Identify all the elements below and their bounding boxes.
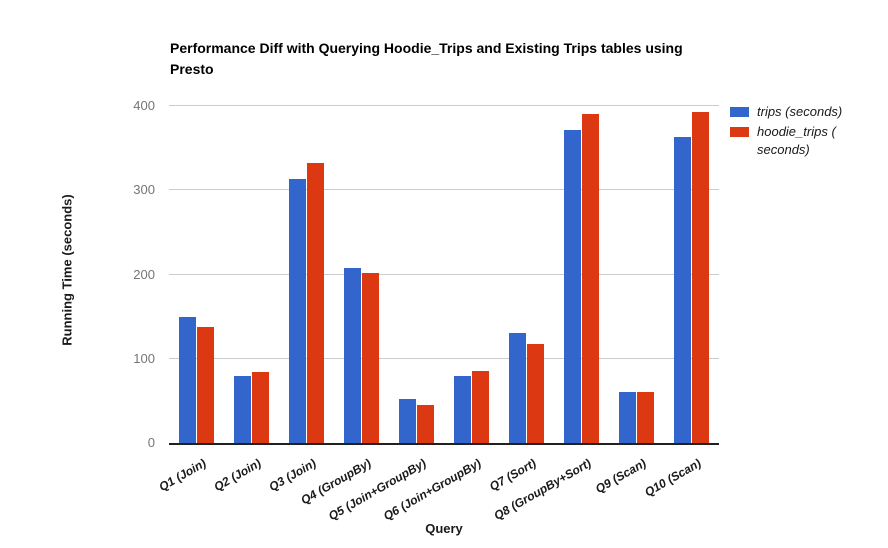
x-axis-line bbox=[169, 443, 719, 445]
bar-trips-q10 bbox=[674, 137, 691, 443]
gridline bbox=[169, 357, 719, 359]
gridline bbox=[169, 273, 719, 275]
gridline bbox=[169, 189, 719, 191]
bar-hoodie-trips-q9 bbox=[637, 392, 654, 443]
legend-swatch-icon bbox=[730, 107, 749, 117]
y-tick-label: 100 bbox=[133, 350, 155, 366]
y-tick-label: 300 bbox=[133, 182, 155, 198]
legend-item: trips (seconds) bbox=[730, 103, 864, 121]
legend: trips (seconds) hoodie_trips ( seconds) bbox=[730, 103, 864, 161]
bar-trips-q8 bbox=[564, 130, 581, 443]
bar-trips-q4 bbox=[344, 268, 361, 443]
legend-swatch-icon bbox=[730, 127, 749, 137]
bar-hoodie-trips-q5 bbox=[417, 405, 434, 443]
bar-hoodie-trips-q6 bbox=[472, 371, 489, 443]
x-category-label: Q5 (Join+GroupBy) bbox=[325, 455, 428, 524]
x-category-label: Q1 (Join) bbox=[155, 455, 208, 495]
gridline bbox=[169, 105, 719, 106]
bar-trips-q2 bbox=[234, 376, 251, 443]
bar-hoodie-trips-q7 bbox=[527, 344, 544, 443]
x-category-label: Q8 (GroupBy+Sort) bbox=[491, 455, 593, 523]
bar-trips-q7 bbox=[509, 333, 526, 443]
bar-hoodie-trips-q3 bbox=[307, 163, 324, 443]
bar-trips-q1 bbox=[179, 317, 196, 443]
y-tick-label: 0 bbox=[147, 435, 155, 450]
bar-hoodie-trips-q1 bbox=[197, 327, 214, 443]
bar-trips-q9 bbox=[619, 392, 636, 443]
plot-area bbox=[169, 105, 719, 445]
bar-trips-q5 bbox=[399, 399, 416, 443]
bar-hoodie-trips-q2 bbox=[252, 372, 269, 443]
y-tick-label: 200 bbox=[133, 266, 155, 282]
bar-hoodie-trips-q10 bbox=[692, 112, 709, 443]
bar-hoodie-trips-q4 bbox=[362, 273, 379, 443]
legend-label: hoodie_trips ( seconds) bbox=[757, 124, 836, 157]
x-category-label: Q9 (Scan) bbox=[592, 455, 648, 497]
chart-title: Performance Diff with Querying Hoodie_Tr… bbox=[170, 40, 683, 77]
x-axis-title: Query bbox=[425, 521, 463, 536]
x-category-label: Q6 (Join+GroupBy) bbox=[380, 455, 483, 524]
y-axis-title: Running Time (seconds) bbox=[59, 194, 75, 346]
bar-trips-q6 bbox=[454, 376, 471, 443]
x-category-label: Q2 (Join) bbox=[210, 455, 263, 495]
legend-item: hoodie_trips ( seconds) bbox=[730, 123, 864, 159]
bar-trips-q3 bbox=[289, 179, 306, 443]
legend-label: trips (seconds) bbox=[757, 104, 843, 119]
y-tick-label: 400 bbox=[133, 98, 155, 113]
x-category-label: Q10 (Scan) bbox=[641, 455, 703, 500]
bar-hoodie-trips-q8 bbox=[582, 114, 599, 443]
